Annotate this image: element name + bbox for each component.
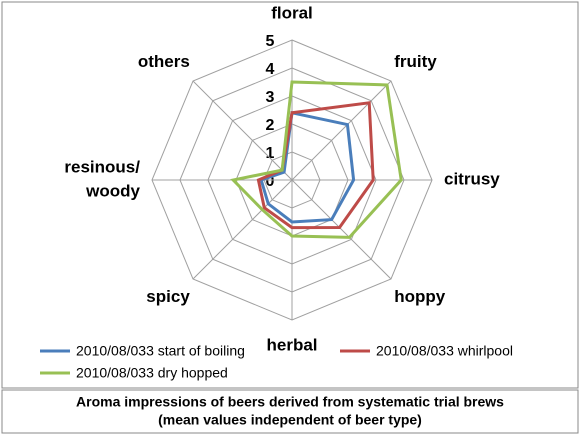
category-label: others bbox=[138, 52, 190, 71]
category-label: herbal bbox=[266, 335, 317, 354]
series-line bbox=[259, 110, 356, 224]
axis-spoke bbox=[291, 179, 392, 280]
category-label: hoppy bbox=[394, 287, 446, 306]
r-tick-label: 3 bbox=[266, 89, 275, 106]
category-label: resinous/ bbox=[64, 157, 140, 176]
caption: (mean values independent of beer type) bbox=[158, 412, 422, 428]
series-line bbox=[230, 80, 403, 239]
legend-label: 2010/08/033 dry hopped bbox=[76, 365, 228, 381]
axis-spoke bbox=[192, 80, 293, 181]
legend-label: 2010/08/033 start of boiling bbox=[76, 343, 245, 359]
category-label: floral bbox=[271, 3, 313, 22]
category-label: citrusy bbox=[444, 169, 500, 188]
category-label: spicy bbox=[146, 287, 190, 306]
category-label: fruity bbox=[394, 52, 437, 71]
plot-frame bbox=[1, 1, 579, 389]
r-tick-label: 5 bbox=[266, 33, 275, 50]
r-tick-label: 4 bbox=[266, 61, 275, 78]
r-tick-label: 1 bbox=[266, 145, 275, 162]
caption: Aroma impressions of beers derived from … bbox=[76, 394, 504, 410]
axis-spoke bbox=[192, 179, 293, 280]
legend-label: 2010/08/033 whirlpool bbox=[376, 343, 513, 359]
r-tick-label: 0 bbox=[266, 173, 275, 190]
axis-spoke bbox=[291, 80, 392, 181]
category-label: woody bbox=[85, 181, 140, 200]
series-line bbox=[256, 101, 375, 230]
r-tick-label: 2 bbox=[266, 117, 275, 134]
caption-frame bbox=[1, 389, 579, 434]
